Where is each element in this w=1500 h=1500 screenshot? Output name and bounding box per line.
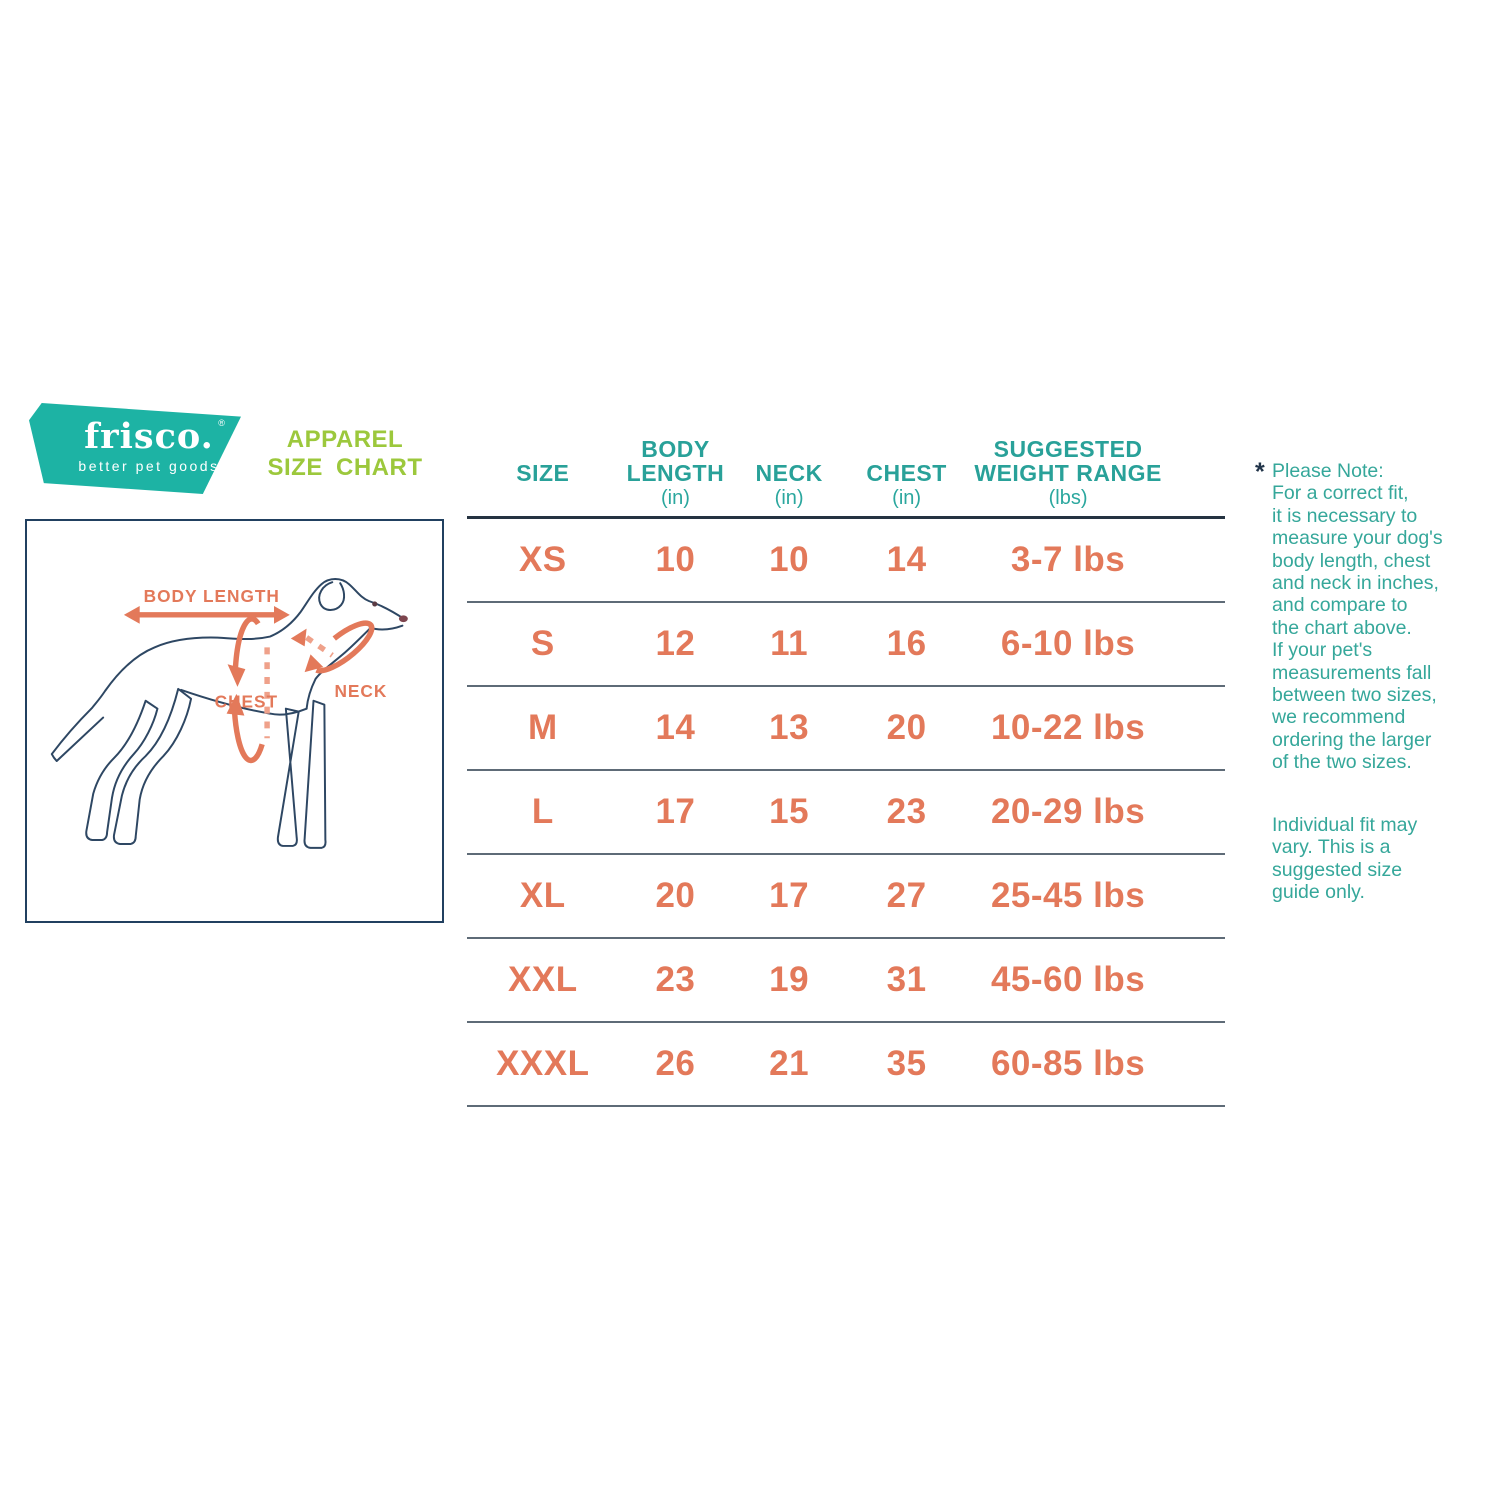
header-label: BODY LENGTH — [626, 436, 725, 486]
cell-chest: 20 — [886, 708, 927, 747]
column-header-weight-range: SUGGESTED WEIGHT RANGE (lbs) — [939, 437, 1197, 511]
header-label: CHEST — [866, 460, 947, 486]
column-header-body-length: BODY LENGTH (in) — [619, 437, 733, 511]
cell-weight: 6-10 lbs — [1000, 624, 1136, 663]
table-row-s: S 12 11 16 6-10 lbs — [467, 601, 1225, 685]
dog-outline — [50, 578, 407, 762]
header-unit: (in) — [660, 487, 690, 509]
registered-mark-icon: ® — [218, 418, 225, 428]
cell-weight: 10-22 lbs — [990, 708, 1146, 747]
cell-neck: 17 — [769, 876, 810, 915]
column-header-neck: NECK (in) — [732, 461, 846, 511]
cell-weight: 3-7 lbs — [1010, 540, 1126, 579]
page-title: APPAREL SIZE CHART — [267, 426, 423, 481]
table-row-l: L 17 15 23 20-29 lbs — [467, 769, 1225, 853]
column-header-size: SIZE — [467, 461, 619, 511]
cell-weight: 60-85 lbs — [990, 1044, 1146, 1083]
table-row-xl: XL 20 17 27 25-45 lbs — [467, 853, 1225, 937]
cell-chest: 31 — [886, 960, 927, 999]
cell-size: XL — [519, 876, 566, 915]
header-unit: (in) — [892, 487, 922, 509]
cell-neck: 21 — [769, 1044, 810, 1083]
size-table: SIZE BODY LENGTH (in) NECK (in) CHEST (i… — [467, 424, 1225, 1107]
cell-chest: 23 — [886, 792, 927, 831]
cell-size: S — [530, 624, 555, 663]
dog-nose — [398, 615, 408, 623]
table-row-m: M 14 13 20 10-22 lbs — [467, 685, 1225, 769]
cell-size: M — [527, 708, 558, 747]
cell-size: XXL — [508, 960, 578, 999]
cell-body-length: 17 — [655, 792, 696, 831]
cell-body-length: 14 — [655, 708, 696, 747]
header-unit: (in) — [774, 487, 804, 509]
cell-body-length: 10 — [655, 540, 696, 579]
cell-neck: 13 — [769, 708, 810, 747]
cell-neck: 10 — [769, 540, 810, 579]
logo-text: frisco. — [84, 416, 214, 457]
logo-tagline: better pet goods — [78, 458, 220, 474]
table-row-xxxl: XXXL 26 21 35 60-85 lbs — [467, 1021, 1225, 1105]
cell-size: L — [531, 792, 554, 831]
note-panel: * Please Note: For a correct fit, it is … — [1255, 458, 1477, 903]
body-length-arrow — [123, 605, 290, 624]
cell-size: XS — [518, 540, 567, 579]
cell-body-length: 23 — [655, 960, 696, 999]
cell-weight: 25-45 lbs — [990, 876, 1146, 915]
dog-far-legs — [85, 699, 300, 847]
logo-wordmark: frisco. ® — [84, 416, 225, 457]
cell-weight: 45-60 lbs — [990, 960, 1146, 999]
note-paragraph-1: Please Note: For a correct fit, it is ne… — [1272, 460, 1443, 774]
cell-size: XXXL — [496, 1044, 590, 1083]
body-length-label: BODY LENGTH — [144, 586, 280, 606]
dog-eye — [372, 601, 378, 607]
cell-chest: 16 — [886, 624, 927, 663]
dog-measurement-diagram: BODY LENGTH CHEST NECK — [25, 519, 444, 923]
cell-body-length: 26 — [655, 1044, 696, 1083]
column-header-chest: CHEST (in) — [846, 461, 967, 511]
cell-neck: 11 — [770, 624, 809, 663]
table-body: XS 10 10 14 3-7 lbs S 12 11 16 6-10 lbs … — [467, 516, 1225, 1107]
cell-body-length: 20 — [655, 876, 696, 915]
frisco-logo-banner: frisco. ® better pet goods — [29, 403, 241, 494]
cell-chest: 14 — [886, 540, 927, 579]
neck-loop — [290, 620, 375, 674]
cell-body-length: 12 — [655, 624, 696, 663]
table-row-xxl: XXL 23 19 31 45-60 lbs — [467, 937, 1225, 1021]
chest-label: CHEST — [215, 692, 278, 712]
cell-chest: 27 — [886, 876, 927, 915]
dog-near-legs — [112, 687, 327, 849]
header-label: SIZE — [516, 460, 570, 486]
cell-neck: 15 — [769, 792, 810, 831]
table-header-row: SIZE BODY LENGTH (in) NECK (in) CHEST (i… — [467, 424, 1225, 516]
header-unit: (lbs) — [1048, 487, 1088, 509]
header-label: SUGGESTED WEIGHT RANGE — [974, 436, 1162, 486]
chest-loop — [226, 616, 270, 764]
asterisk: * — [1255, 458, 1265, 486]
cell-chest: 35 — [886, 1044, 927, 1083]
note-paragraph-2: Individual fit may vary. This is a sugge… — [1272, 813, 1418, 903]
neck-label: NECK — [334, 681, 387, 701]
cell-neck: 19 — [769, 960, 810, 999]
table-row-xs: XS 10 10 14 3-7 lbs — [467, 516, 1225, 601]
cell-weight: 20-29 lbs — [990, 792, 1146, 831]
dog-illustration: BODY LENGTH CHEST NECK — [50, 578, 408, 849]
header-label: NECK — [755, 460, 823, 486]
